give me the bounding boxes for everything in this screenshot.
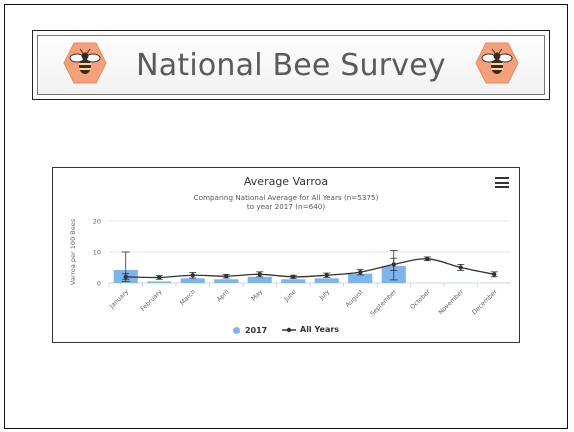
point-all-years	[458, 265, 463, 270]
bar-2017	[180, 278, 205, 283]
x-tick-label: January	[108, 288, 130, 310]
point-all-years	[291, 274, 296, 279]
chart-title: Average Varroa	[243, 175, 329, 188]
legend-swatch-all-years	[282, 327, 296, 332]
point-all-years	[425, 256, 430, 262]
x-tick-label: May	[250, 288, 264, 302]
chart-subtitle: Comparing National Average for All Years…	[53, 193, 519, 211]
banner-inner: National Bee Survey	[37, 35, 545, 95]
varroa-chart-card: 0 10 20 Varroa per 100 Bees January February M…	[52, 167, 520, 343]
bar-2017	[247, 276, 272, 283]
x-tick-label: April	[216, 288, 231, 303]
chart-menu-button[interactable]	[495, 177, 509, 189]
legend-item-2017[interactable]: 2017	[232, 325, 268, 335]
legend-item-all-years[interactable]: All Years	[282, 325, 339, 334]
y-tick-label: 0	[97, 280, 101, 288]
chart-subtitle-line-1: Comparing National Average for All Years…	[193, 193, 379, 202]
y-tick-label: 10	[93, 249, 101, 257]
legend-label-all-years: All Years	[300, 325, 340, 334]
x-tick-label: July	[318, 288, 332, 302]
y-axis-label: Varroa per 100 Bees	[69, 218, 77, 285]
y-tick-label: 20	[93, 218, 101, 226]
bar-2017	[147, 281, 172, 283]
legend-swatch-2017	[232, 326, 240, 334]
x-tick-label: September	[369, 288, 398, 317]
x-tick-label: March	[179, 288, 197, 306]
x-tick-label: August	[344, 288, 365, 309]
chart-legend: 2017 All Years	[53, 325, 519, 336]
bar-2017	[348, 273, 373, 283]
point-all-years	[358, 269, 363, 275]
header-banner: National Bee Survey	[32, 30, 550, 100]
x-tick-label: December	[471, 288, 499, 316]
x-tick-label: November	[437, 288, 465, 316]
bar-2017	[314, 278, 339, 283]
bar-2017	[281, 279, 306, 283]
point-all-years	[492, 272, 497, 277]
legend-label-2017: 2017	[244, 325, 268, 335]
bar-2017	[214, 279, 239, 283]
point-all-years	[324, 273, 329, 278]
point-all-years	[190, 273, 195, 278]
bee-logo-icon	[475, 42, 519, 84]
line-all-years	[125, 258, 495, 279]
chart-subtitle-line-2: to year 2017 (n=640)	[246, 202, 326, 211]
page-title: National Bee Survey	[136, 47, 446, 83]
x-tick-label: June	[282, 288, 297, 303]
x-tick-label: February	[139, 288, 164, 313]
x-tick-label: October	[409, 288, 432, 311]
point-all-years	[224, 273, 229, 279]
point-all-years	[157, 275, 162, 280]
point-all-years	[123, 274, 128, 279]
bee-logo-icon	[63, 42, 107, 84]
point-all-years	[257, 272, 262, 277]
varroa-chart: 0 10 20 Varroa per 100 Bees January February M…	[69, 218, 511, 318]
hamburger-menu-icon	[495, 177, 509, 179]
point-all-years	[391, 262, 396, 267]
